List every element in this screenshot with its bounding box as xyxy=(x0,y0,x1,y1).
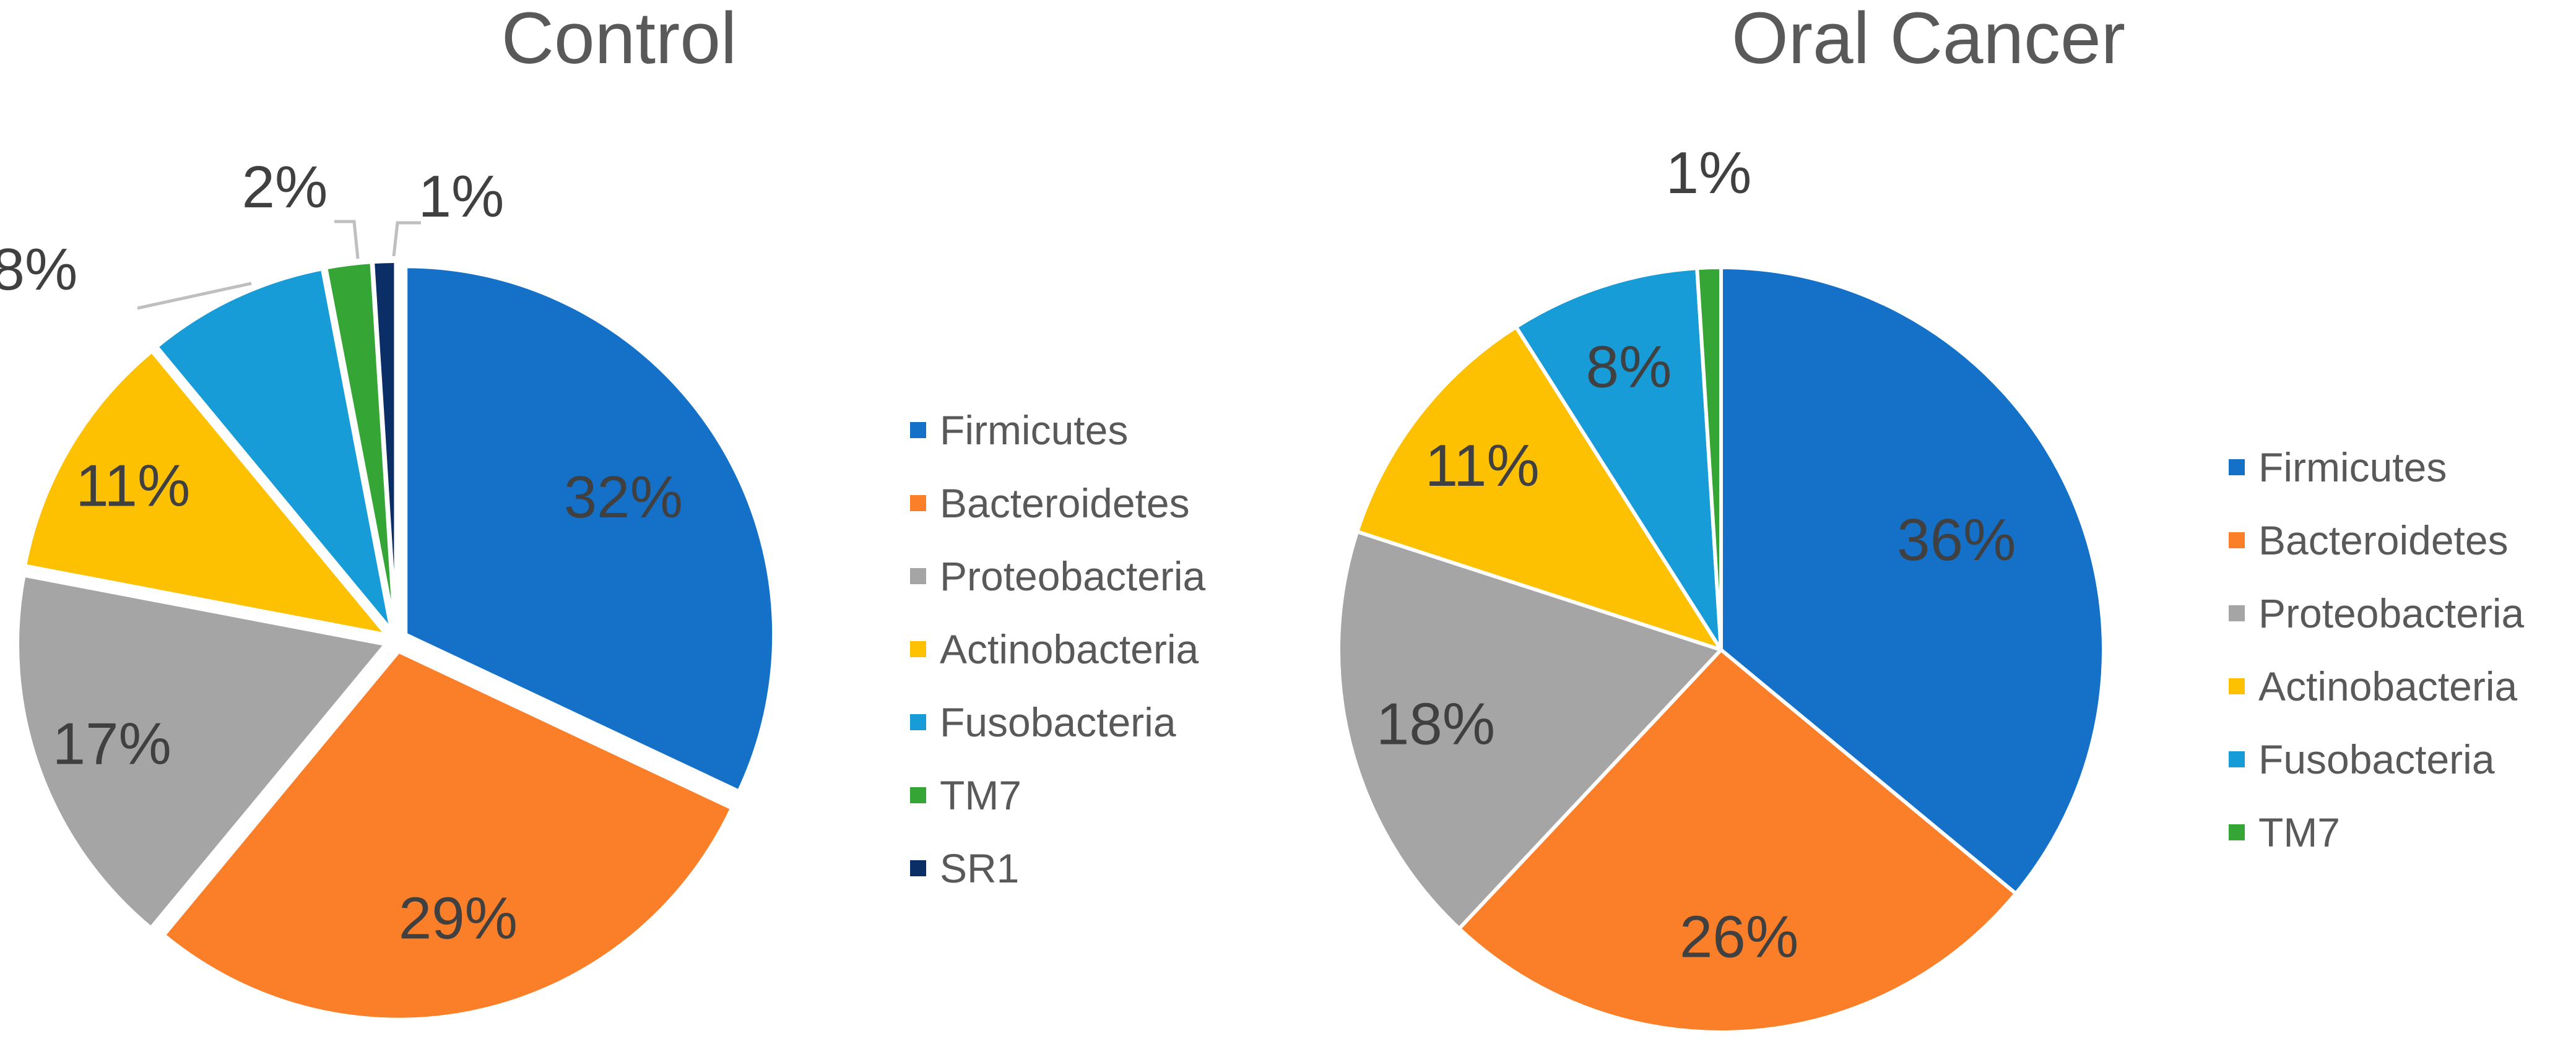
control-chart-title: Control xyxy=(501,0,737,79)
control-slice-fusobacteria xyxy=(155,267,394,632)
oral-cancer-legend-swatch-tm7 xyxy=(2229,824,2245,840)
control-data-label-actinobacteria: 11% xyxy=(76,453,190,519)
control-data-label-sr1: 1% xyxy=(418,163,505,230)
oral-cancer-slice-actinobacteria xyxy=(1355,325,1723,652)
oral-cancer-data-label-fusobacteria: 8% xyxy=(1586,334,1672,400)
oral-cancer-data-label-tm7: 1% xyxy=(1666,140,1752,206)
control-legend-label-sr1: SR1 xyxy=(940,845,1019,891)
control-data-label-tm7: 2% xyxy=(242,154,328,220)
oral-cancer-legend-label-fusobacteria: Fusobacteria xyxy=(2258,736,2495,782)
oral-cancer-data-label-proteobacteria: 18% xyxy=(1376,691,1495,757)
oral-cancer-legend-label-bacteroidetes: Bacteroidetes xyxy=(2258,517,2509,563)
oral-cancer-legend-swatch-firmicutes xyxy=(2229,459,2245,475)
oral-cancer-slice-fusobacteria xyxy=(1514,266,1723,652)
control-legend-label-bacteroidetes: Bacteroidetes xyxy=(940,480,1190,526)
oral-cancer-data-label-bacteroidetes: 26% xyxy=(1680,904,1798,970)
oral-cancer-legend-swatch-proteobacteria xyxy=(2229,605,2245,621)
oral-cancer-data-label-actinobacteria: 11% xyxy=(1425,433,1540,499)
oral-cancer-legend-label-proteobacteria: Proteobacteria xyxy=(2258,590,2525,636)
oral-cancer-legend-label-firmicutes: Firmicutes xyxy=(2258,444,2447,490)
control-leader-line-tm7 xyxy=(334,220,360,259)
control-data-label-bacteroidetes: 29% xyxy=(399,885,518,951)
control-legend-swatch-bacteroidetes xyxy=(910,495,926,511)
control-legend-swatch-firmicutes xyxy=(910,422,926,438)
oral-cancer-slice-bacteroidetes xyxy=(1457,648,2018,1034)
control-legend-label-fusobacteria: Fusobacteria xyxy=(940,699,1176,745)
oral-cancer-pie-chart: Oral Cancer 36% 26% 18% 11% 8% 1% Firmicutes B… xyxy=(1337,0,2525,1034)
control-slice-actinobacteria xyxy=(23,349,389,637)
oral-cancer-data-label-firmicutes: 36% xyxy=(1897,507,2016,573)
control-pie-slices xyxy=(15,259,776,1022)
oral-cancer-slice-proteobacteria xyxy=(1337,530,1723,931)
control-data-label-firmicutes: 32% xyxy=(564,464,683,530)
control-legend-swatch-sr1 xyxy=(910,860,926,876)
oral-cancer-legend: Firmicutes Bacteroidetes Proteobacteria Act… xyxy=(2229,444,2525,855)
control-legend-label-proteobacteria: Proteobacteria xyxy=(940,553,1206,599)
control-data-label-proteobacteria: 17% xyxy=(53,710,171,777)
control-legend-swatch-fusobacteria xyxy=(910,714,926,730)
oral-cancer-slice-firmicutes xyxy=(1719,265,2105,895)
control-pie-labels: 32% 29% 17% 11% 8% 2% 1% xyxy=(0,154,683,951)
control-legend: Firmicutes Bacteroidetes Proteobacteria Act… xyxy=(910,407,1206,891)
oral-cancer-legend-swatch-fusobacteria xyxy=(2229,751,2245,767)
oral-cancer-legend-swatch-actinobacteria xyxy=(2229,678,2245,694)
oral-cancer-legend-label-tm7: TM7 xyxy=(2258,809,2340,855)
control-leader-line-fusobacteria xyxy=(137,282,252,310)
control-slice-bacteroidetes xyxy=(162,649,734,1022)
control-slice-sr1 xyxy=(371,259,398,632)
control-pie-chart: Control 32% 29% 17% 11% 8% 2% 1% Firmicutes Bac… xyxy=(0,0,1206,1022)
control-slice-firmicutes xyxy=(404,264,776,793)
control-legend-swatch-actinobacteria xyxy=(910,641,926,657)
oral-cancer-pie-slices xyxy=(1337,265,2105,1034)
control-legend-label-actinobacteria: Actinobacteria xyxy=(940,626,1199,672)
control-legend-swatch-tm7 xyxy=(910,787,926,803)
control-legend-label-firmicutes: Firmicutes xyxy=(940,407,1128,453)
control-data-label-fusobacteria: 8% xyxy=(0,236,77,303)
oral-cancer-slice-tm7 xyxy=(1695,265,1723,652)
control-legend-swatch-proteobacteria xyxy=(910,568,926,584)
control-slice-proteobacteria xyxy=(15,573,388,930)
control-leader-line-sr1 xyxy=(392,221,421,257)
oral-cancer-legend-label-actinobacteria: Actinobacteria xyxy=(2258,663,2518,709)
control-legend-label-tm7: TM7 xyxy=(940,772,1021,818)
oral-cancer-chart-title: Oral Cancer xyxy=(1732,0,2125,79)
oral-cancer-pie-labels: 36% 26% 18% 11% 8% 1% xyxy=(1376,140,2016,970)
oral-cancer-legend-swatch-bacteroidetes xyxy=(2229,532,2245,548)
